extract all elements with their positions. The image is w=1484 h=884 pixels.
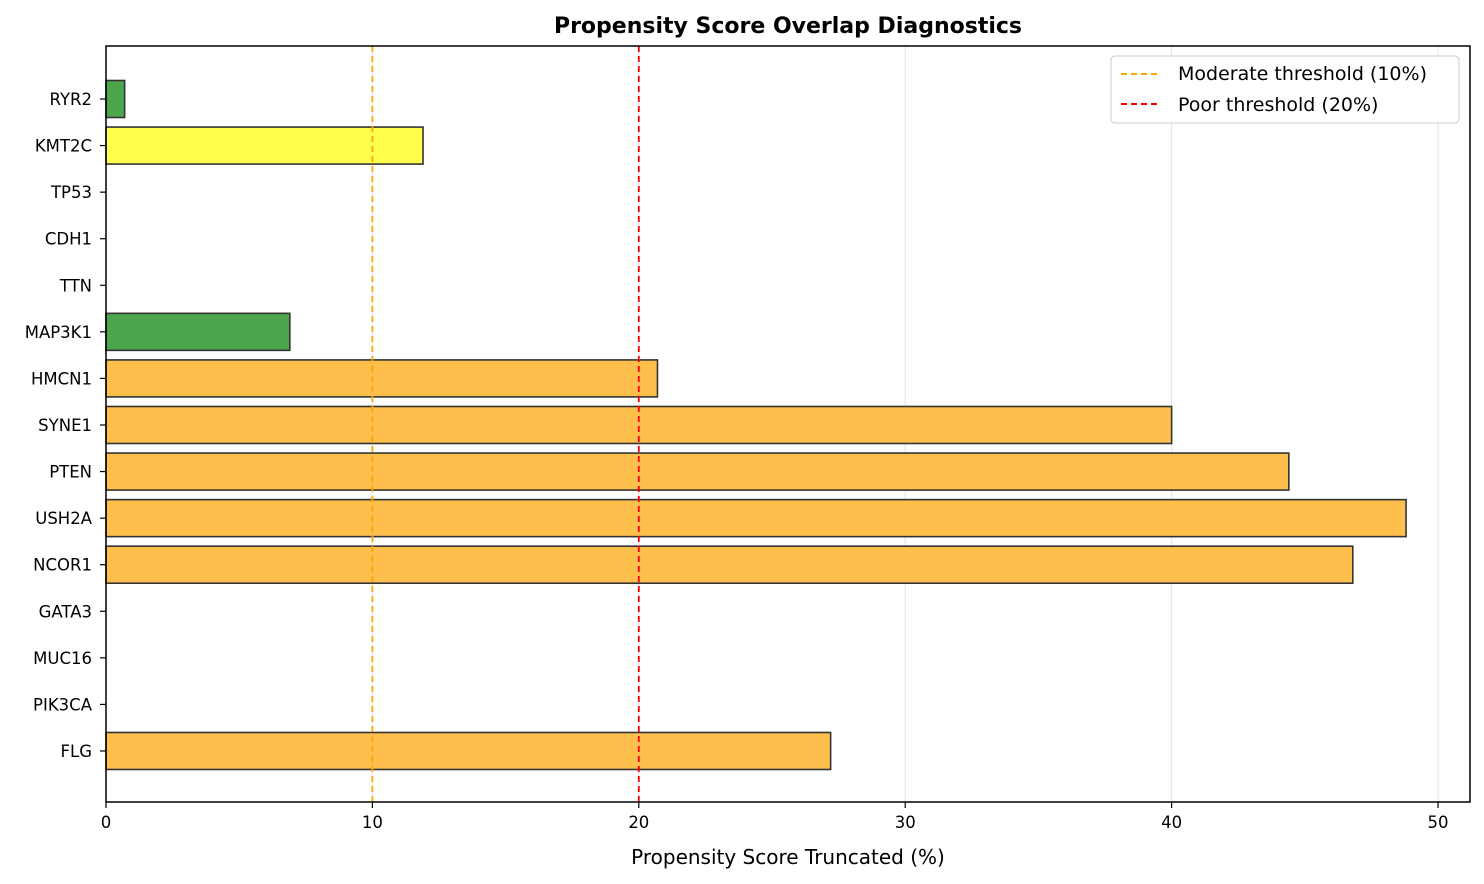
y-tick-label-hmcn1: HMCN1 [31,369,92,388]
x-tick-label: 10 [362,813,383,832]
chart-title: Propensity Score Overlap Diagnostics [554,14,1022,39]
bar-ryr2 [105,79,126,119]
x-tick-label: 40 [1161,813,1182,832]
legend-box [1110,55,1460,124]
legend-label-moderate: Moderate threshold (10%) [1178,63,1427,85]
x-axis-label: Propensity Score Truncated (%) [631,845,945,869]
x-tick-label: 20 [628,813,649,832]
y-tick-label-gata3: GATA3 [39,602,92,621]
x-tick-label: 0 [101,813,112,832]
y-tick-label-ush2a: USH2A [35,509,92,528]
bar-kmt2c [105,126,424,165]
bar-ush2a [105,498,1407,538]
y-tick-label-tp53: TP53 [50,183,92,202]
x-axis-ticks: 0 10 20 30 40 50 [101,802,1449,832]
y-tick-label-kmt2c: KMT2C [35,137,92,156]
bar-hmcn1 [105,359,659,398]
y-tick-label-syne1: SYNE1 [38,416,92,435]
y-tick-label-pten: PTEN [49,463,92,482]
bar-pten [105,452,1290,491]
y-tick-label-flg: FLG [61,742,92,761]
bar-flg [105,731,832,771]
reference-lines [371,46,640,802]
bar-ncor1 [105,545,1354,585]
y-tick-label-ttn: TTN [59,276,92,295]
y-tick-label-ryr2: RYR2 [50,90,92,109]
legend: Moderate threshold (10%) Poor threshold … [1110,55,1460,124]
y-axis-ticks: RYR2 KMT2C TP53 CDH1 TTN MAP3K1 HMCN1 SYNE1 PTEN… [25,90,106,761]
bars-layer [105,79,1407,771]
y-tick-label-ncor1: NCOR1 [33,556,92,575]
plot-frame [105,45,1471,803]
y-tick-label-pik3ca: PIK3CA [33,695,93,714]
bar-map3k1 [105,312,291,352]
x-tick-label: 50 [1428,813,1449,832]
y-tick-label-cdh1: CDH1 [45,230,92,249]
y-tick-label-map3k1: MAP3K1 [25,323,92,342]
y-tick-label-muc16: MUC16 [33,649,92,668]
legend-label-poor: Poor threshold (20%) [1178,94,1378,116]
x-tick-label: 30 [895,813,916,832]
